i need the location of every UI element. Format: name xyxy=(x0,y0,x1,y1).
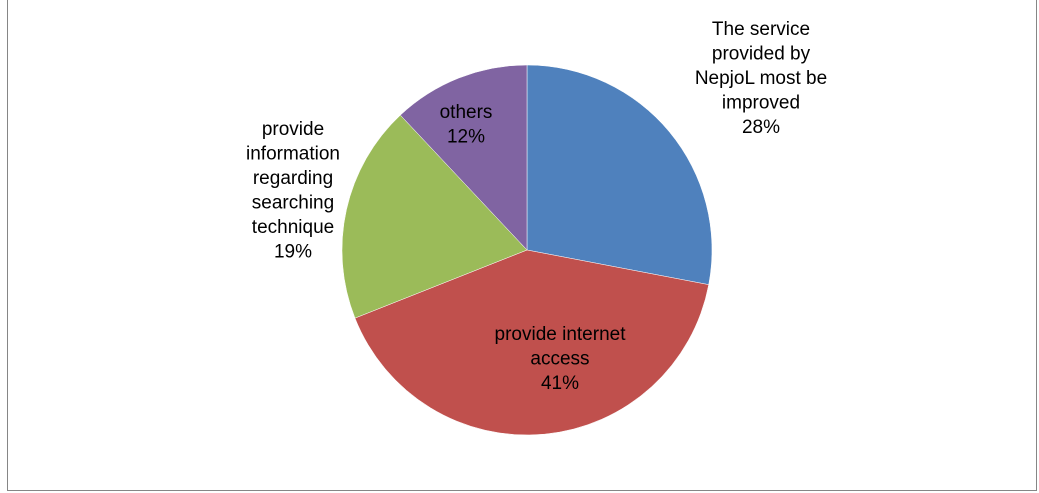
chart-frame: The service provided by NepjoL most be impr… xyxy=(7,0,1037,491)
slice-label-line: improved xyxy=(722,93,800,114)
pie-slice-0 xyxy=(526,64,713,285)
slice-label-line: access xyxy=(530,349,589,370)
slice-label-line: searching xyxy=(252,193,334,214)
slice-label-line: provided by xyxy=(712,44,811,65)
pie-slice-2 xyxy=(341,114,528,319)
slice-label-line: regarding xyxy=(253,168,333,189)
slice-label-line: others xyxy=(440,102,493,123)
slice-label-line: provide xyxy=(262,119,324,140)
slice-percent-1: 41% xyxy=(541,373,579,394)
slice-label-2: provide information regarding searching tech… xyxy=(246,119,340,263)
slice-label-line: information xyxy=(246,144,340,165)
slice-percent-0: 28% xyxy=(742,117,780,138)
slice-percent-3: 12% xyxy=(447,127,485,148)
slice-label-line: technique xyxy=(252,217,334,238)
slice-percent-2: 19% xyxy=(274,242,312,263)
slice-label-3: others 12% xyxy=(440,102,493,148)
slice-label-1: provide internet access 41% xyxy=(495,324,627,394)
slice-label-line: provide internet xyxy=(495,324,627,345)
slice-label-line: NepjoL most be xyxy=(695,68,827,89)
pie-slice-1 xyxy=(354,249,710,436)
slice-label-line: The service xyxy=(712,19,810,40)
pie-slice-3 xyxy=(400,64,528,251)
slice-label-0: The service provided by NepjoL most be impr… xyxy=(695,19,827,138)
pie-chart: The service provided by NepjoL most be impr… xyxy=(246,19,827,436)
